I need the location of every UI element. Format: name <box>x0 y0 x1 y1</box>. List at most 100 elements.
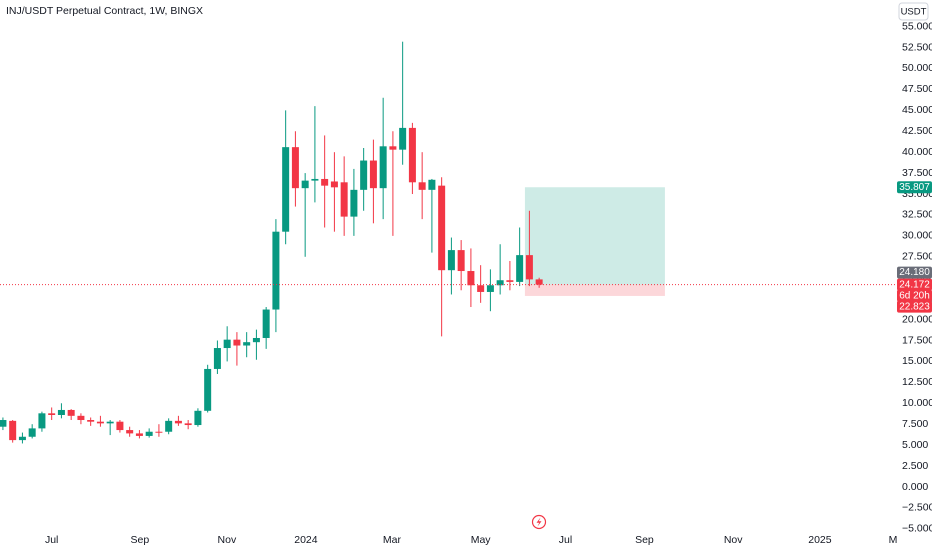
chart-title: INJ/USDT Perpetual Contract, 1W, BINGX <box>6 5 203 17</box>
candle-body <box>486 285 494 292</box>
y-tick-label: 15.000 <box>902 355 932 367</box>
y-tick-label: 2.500 <box>902 460 928 472</box>
candle-body <box>321 178 329 186</box>
candle-body <box>369 160 377 189</box>
candle-body <box>223 339 231 349</box>
y-tick-label: 20.000 <box>902 313 932 325</box>
candle-body <box>272 231 280 310</box>
candle-body <box>516 255 524 282</box>
candle-body <box>506 280 514 282</box>
plot-area <box>0 41 895 444</box>
y-tick-label: 17.500 <box>902 334 932 346</box>
candle-body <box>67 409 75 416</box>
countdown-tag: 6d 20h <box>899 290 930 301</box>
candle-body <box>106 421 114 424</box>
candle-body <box>0 420 7 427</box>
candle-body <box>204 368 212 411</box>
candle-body <box>535 279 543 285</box>
candle-body <box>379 146 387 189</box>
entry-tag: 24.180 <box>899 267 930 278</box>
candle-body <box>340 182 348 217</box>
candle-body <box>126 430 134 434</box>
y-tick-label: 32.500 <box>902 209 932 221</box>
y-tick-label: 27.500 <box>902 251 932 263</box>
candle-body <box>457 250 465 272</box>
x-tick-label: Mar <box>383 534 402 546</box>
target-tag-bg <box>897 181 932 194</box>
candle-body <box>467 271 475 286</box>
candle-body <box>145 431 153 436</box>
candle-body <box>87 420 95 422</box>
candle-body <box>48 413 56 415</box>
y-tick-label: 5.000 <box>902 439 928 451</box>
candle-body <box>184 423 192 426</box>
y-tick-label: 12.500 <box>902 376 932 388</box>
y-tick-label: 7.500 <box>902 418 928 430</box>
y-unit: USDT <box>901 7 927 18</box>
y-tick-label: −5.000 <box>902 523 932 535</box>
y-tick-label: 0.000 <box>902 481 928 493</box>
candle-body <box>135 433 143 436</box>
candle-body <box>165 420 173 432</box>
y-tick-label: 55.000 <box>902 20 932 32</box>
last-price-tag-bg <box>897 278 932 291</box>
candle-body <box>418 182 426 190</box>
candle-body <box>213 348 221 369</box>
stop-tag: 22.823 <box>899 301 930 312</box>
candle-body <box>252 337 260 343</box>
candle-body <box>360 160 368 190</box>
candle-body <box>9 420 17 441</box>
candle-body <box>28 428 36 437</box>
entry-tag-bg <box>897 266 932 279</box>
countdown-tag-bg <box>897 289 932 302</box>
x-tick-label: Jul <box>45 534 58 546</box>
y-tick-label: 45.000 <box>902 104 932 116</box>
x-tick-label: Jul <box>559 534 572 546</box>
x-tick-label: M <box>889 534 898 546</box>
candle-body <box>330 181 338 188</box>
candle-body <box>174 420 182 424</box>
last-price-tag: 24.172 <box>899 279 930 290</box>
candle-body <box>233 339 241 346</box>
candle-body <box>496 280 504 286</box>
candle-body <box>38 413 46 429</box>
candle-body <box>77 415 85 421</box>
y-tick-label: 50.000 <box>902 62 932 74</box>
candle-body <box>194 410 202 426</box>
x-tick-label: May <box>471 534 492 546</box>
candle-body <box>408 127 416 183</box>
candle-body <box>155 431 163 433</box>
candle-body <box>116 421 124 431</box>
candle-body <box>18 436 26 441</box>
y-tick-label: 37.500 <box>902 167 932 179</box>
candle-body <box>291 147 299 189</box>
stop-tag-bg <box>897 300 932 313</box>
y-tick-label: 40.000 <box>902 146 932 158</box>
x-tick-label: 2024 <box>294 534 318 546</box>
candle-body <box>96 421 104 424</box>
x-tick-label: Nov <box>218 534 237 546</box>
y-tick-label: −2.500 <box>902 502 932 514</box>
candle-body <box>350 189 358 217</box>
candle-body <box>243 342 251 346</box>
target-tag: 35.807 <box>899 182 930 193</box>
y-tick-label: 10.000 <box>902 397 932 409</box>
candle-body <box>301 180 309 189</box>
y-tick-label: 47.500 <box>902 83 932 95</box>
candle-body <box>438 185 446 271</box>
y-tick-label: 30.000 <box>902 230 932 242</box>
candle-body <box>399 127 407 150</box>
x-tick-label: Sep <box>131 534 150 546</box>
y-tick-label: 42.500 <box>902 125 932 137</box>
candle-body <box>525 255 533 280</box>
event-icon <box>531 514 547 530</box>
candle-body <box>447 250 455 271</box>
candle-body <box>57 409 65 415</box>
candle-body <box>428 179 436 190</box>
x-tick-label: 2025 <box>808 534 832 546</box>
candle-body <box>282 147 290 232</box>
y-tick-label: 52.500 <box>902 41 932 53</box>
candle-body <box>477 285 485 292</box>
